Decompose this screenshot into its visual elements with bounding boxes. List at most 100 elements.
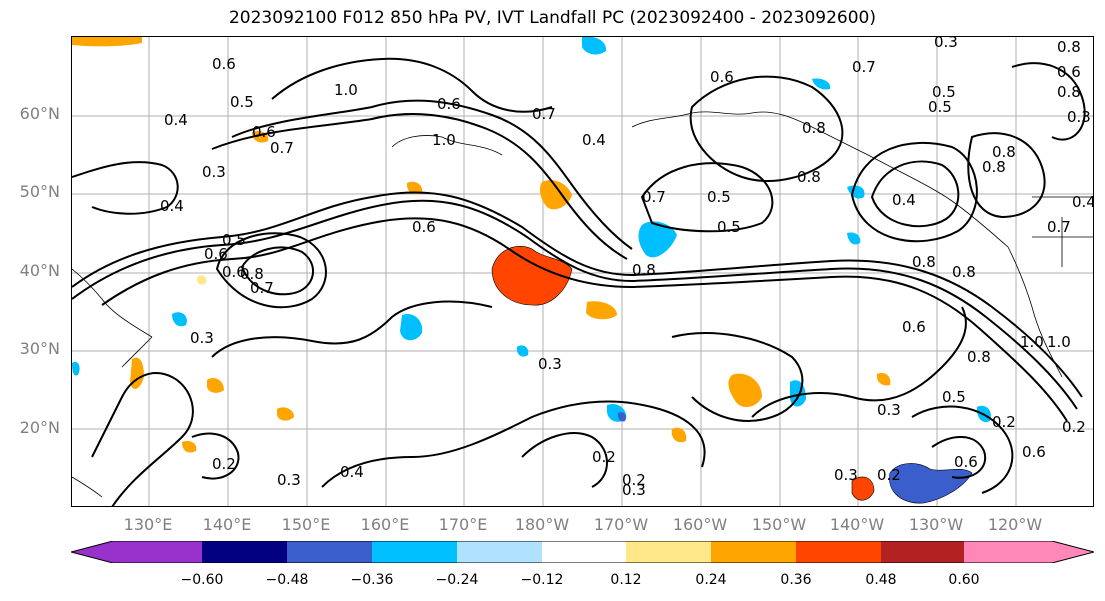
contour-label: 0.7 [250, 279, 274, 297]
lon-label: 170°E [438, 515, 488, 534]
colorbar-segment [964, 541, 1094, 563]
contour-label: 0.7 [270, 139, 294, 157]
contour-label: 0.8 [952, 263, 976, 281]
shade-blob [586, 301, 617, 320]
contour-label: 0.7 [642, 188, 666, 206]
colorbar-segment [372, 541, 457, 563]
shade-blob [671, 427, 687, 443]
shade-blob [851, 476, 875, 501]
contour-label: 0.5 [230, 93, 254, 111]
shade-blob [847, 185, 865, 199]
contour-label: 0.5 [942, 388, 966, 406]
contour-label: 0.2 [592, 448, 616, 466]
contour-label: 0.2 [212, 455, 236, 473]
lat-label: 40°N [19, 261, 60, 280]
contour-label: 0.6 [710, 68, 734, 86]
contour-label: 0.5 [932, 83, 956, 101]
shade-blob [728, 373, 762, 408]
colorbar-tick: 0.48 [865, 572, 897, 588]
colorbar-tick: −0.48 [265, 572, 309, 588]
contour-label: 0.2 [1062, 418, 1086, 436]
contour-label: 0.8 [240, 265, 264, 283]
colorbar-segment [626, 541, 711, 563]
colorbar-segment [542, 541, 626, 563]
contour-label: 0.4 [164, 111, 188, 129]
contour-label: 0.2 [622, 471, 646, 489]
contour-label: 0.3 [834, 466, 858, 484]
contour-label: 0.8 [802, 119, 826, 137]
colorbar-tick: 0.24 [695, 572, 727, 588]
contour-label: 0.6 [222, 263, 246, 281]
colorbar-tick: −0.24 [435, 572, 479, 588]
shade-blob [582, 37, 607, 55]
lon-label: 170°W [593, 515, 649, 534]
contour-label: 1.0 [334, 81, 358, 99]
shade-blob [491, 246, 573, 306]
contour-label: 0.8 [982, 158, 1006, 176]
contour-label: 0.6 [1022, 443, 1046, 461]
contour-label: 0.7 [532, 105, 556, 123]
contour-label: 0.4 [892, 191, 916, 209]
colorbar-segment [881, 541, 964, 563]
shade-blob [207, 378, 224, 393]
shade-blob [812, 78, 831, 90]
contour-label: 0.2 [877, 466, 901, 484]
map-canvas: 0.6 0.5 1.0 0.4 0.7 0.3 0.4 0.5 0.6 0.8 … [72, 37, 1094, 506]
colorbar-tick: 0.36 [780, 572, 812, 588]
contour-label: 0.6 [954, 453, 978, 471]
contour-label: 0.6 [437, 95, 461, 113]
contour-label: 0.6 [412, 218, 436, 236]
contour-label: 0.6 [204, 245, 228, 263]
contour-label: 0.4 [1072, 193, 1094, 211]
contour-label: 0.7 [1047, 218, 1071, 236]
contour-label: 0.6 [1057, 63, 1081, 81]
colorbar-segment [71, 541, 202, 563]
lon-label: 160°E [360, 515, 410, 534]
contour-label: 1.0 [1020, 333, 1044, 351]
shade-blob [516, 345, 529, 357]
colorbar-segment [287, 541, 372, 563]
contour-label: 0.8 [797, 168, 821, 186]
lat-label: 30°N [19, 339, 60, 358]
contour-label: 0.4 [582, 131, 606, 149]
shade-blob [889, 463, 973, 504]
lon-label: 120°W [987, 515, 1043, 534]
shade-blob [406, 181, 423, 195]
shade-blob [72, 361, 80, 376]
contour-label: 0.8 [1057, 83, 1081, 101]
contour-label-layer: 0.6 0.5 1.0 0.4 0.7 0.3 0.4 0.5 0.6 0.8 … [160, 37, 1094, 499]
contour-label: 0.3 [622, 481, 646, 499]
contour-label: 0.6 [252, 123, 276, 141]
lon-label: 150°W [751, 515, 807, 534]
map-panel: 0.6 0.5 1.0 0.4 0.7 0.3 0.4 0.5 0.6 0.8 … [71, 36, 1094, 507]
colorbar-tick: −0.36 [350, 572, 394, 588]
contour-label: 0.8 [632, 261, 656, 279]
contour-label: 0.6 [212, 55, 236, 73]
shade-blob [876, 373, 891, 386]
shade-blob [638, 221, 677, 258]
lon-label: 160°W [672, 515, 728, 534]
contour-label: 0.7 [852, 58, 876, 76]
contour-label: 0.3 [538, 355, 562, 373]
contour-label: 0.5 [928, 98, 952, 116]
contour-label: 0.3 [934, 37, 958, 51]
lon-label: 140°W [829, 515, 885, 534]
colorbar-segment [457, 541, 542, 563]
contour-label: 0.2 [992, 413, 1016, 431]
contour-label: 0.3 [202, 163, 226, 181]
lat-label: 20°N [19, 418, 60, 437]
map-title: 2023092100 F012 850 hPa PV, IVT Landfall… [228, 8, 876, 28]
shade-blob [539, 180, 572, 210]
contour-label: 1.0 [432, 131, 456, 149]
shade-blob [617, 412, 626, 422]
contour-label: 0.8 [992, 143, 1016, 161]
lat-label: 50°N [19, 182, 60, 201]
shade-blob [277, 407, 294, 421]
shade-blob [196, 275, 207, 285]
shading-layer [72, 37, 991, 504]
contour-label: 0.3 [190, 329, 214, 347]
colorbar [71, 541, 1094, 563]
pv-contours [72, 57, 1086, 506]
contour-label: 1.0 [1047, 333, 1071, 351]
shade-blob [72, 37, 142, 47]
